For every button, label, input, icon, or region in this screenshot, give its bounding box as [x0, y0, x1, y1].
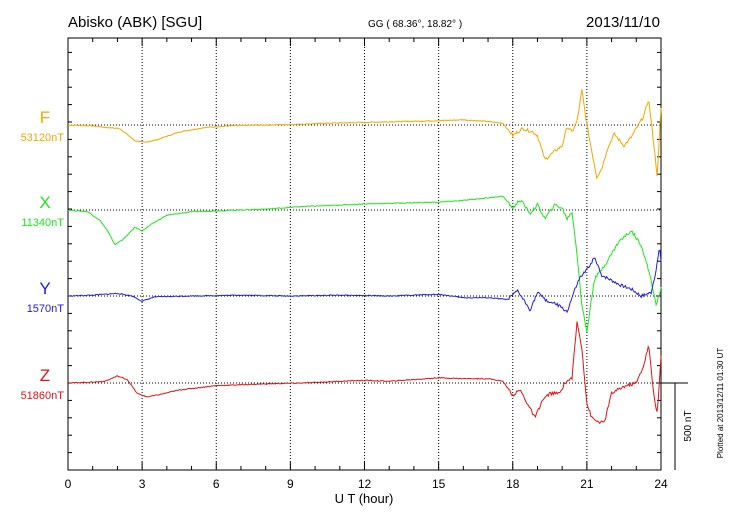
series-line-X: [67, 195, 662, 333]
series-line-Y: [67, 249, 662, 314]
grid-lines: [68, 38, 661, 470]
station-coords: GG ( 68.36°, 18.82° ): [368, 19, 462, 30]
axis-ticks: [67, 38, 662, 470]
x-tick-label-12: 12: [358, 477, 372, 491]
series-line-F: [68, 89, 662, 180]
plot-date: 2013/11/10: [586, 14, 660, 31]
series-name-X: X: [39, 193, 50, 212]
x-tick-label-18: 18: [506, 477, 520, 491]
series-baseline-X: 11340nT: [21, 217, 64, 229]
x-tick-label-0: 0: [65, 477, 72, 491]
series-labels: F 53120nT X 11340nT Y 1570nT Z 51860nT: [21, 108, 65, 402]
series-line-Z: [67, 321, 662, 425]
x-axis-label: U T (hour): [335, 491, 394, 506]
x-tick-label-3: 3: [139, 477, 146, 491]
series-baseline-Y: 1570nT: [27, 303, 65, 315]
station-title: Abisko (ABK) [SGU]: [68, 14, 202, 31]
series-baseline-Z: 51860nT: [21, 390, 65, 402]
plotted-note: Plotted at 2013/12/11 01:30 UT: [716, 348, 725, 459]
x-tick-label-15: 15: [432, 477, 446, 491]
x-tick-label-9: 9: [287, 477, 294, 491]
scale-bar-label: 500 nT: [683, 410, 694, 441]
scale-bar: 500 nT: [661, 382, 694, 470]
series-name-F: F: [40, 108, 50, 127]
x-tick-label-21: 21: [580, 477, 594, 491]
x-tick-label-24: 24: [654, 477, 668, 491]
x-tick-label-6: 6: [213, 477, 220, 491]
series-name-Z: Z: [40, 366, 50, 385]
series-name-Y: Y: [39, 279, 50, 298]
x-tick-labels: 0 3 6 9 12 15 18 21 24: [65, 477, 668, 491]
series-lines: [67, 89, 662, 425]
series-baseline-F: 53120nT: [21, 132, 65, 144]
